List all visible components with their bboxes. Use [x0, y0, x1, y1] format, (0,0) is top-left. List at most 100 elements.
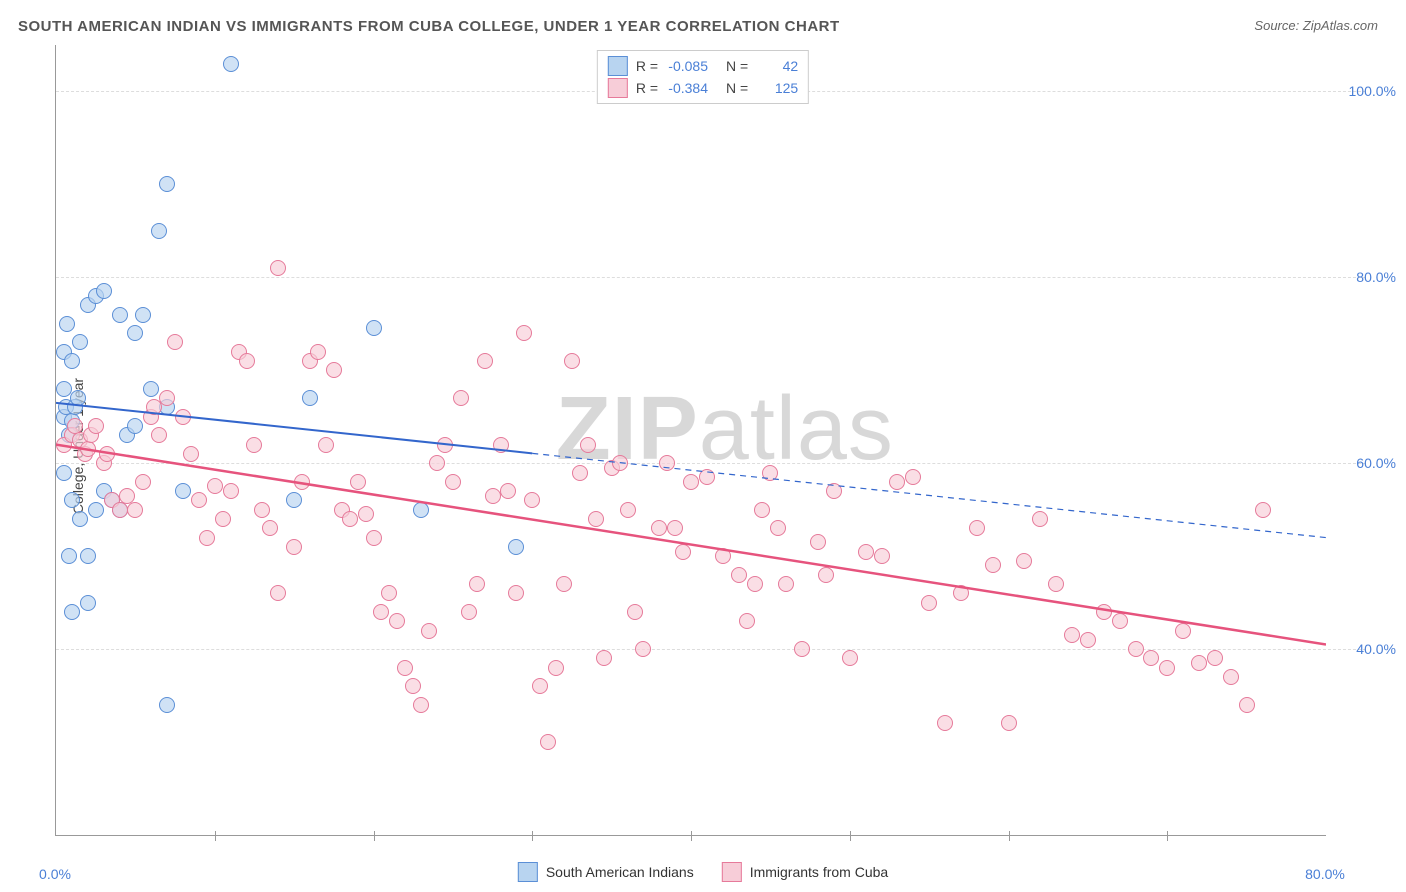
scatter-point [715, 548, 731, 564]
scatter-point [381, 585, 397, 601]
scatter-point [683, 474, 699, 490]
scatter-point [1207, 650, 1223, 666]
scatter-point [366, 320, 382, 336]
scatter-point [627, 604, 643, 620]
scatter-point [1096, 604, 1112, 620]
scatter-point [1112, 613, 1128, 629]
scatter-point [778, 576, 794, 592]
scatter-point [358, 506, 374, 522]
legend-label: South American Indians [546, 864, 694, 880]
legend-n-value: 42 [756, 58, 798, 74]
scatter-point [326, 362, 342, 378]
scatter-point [889, 474, 905, 490]
gridline-horizontal [56, 463, 1366, 464]
scatter-point [1128, 641, 1144, 657]
scatter-point [1191, 655, 1207, 671]
scatter-point [651, 520, 667, 536]
scatter-point [612, 455, 628, 471]
scatter-point [421, 623, 437, 639]
scatter-point [135, 474, 151, 490]
scatter-point [262, 520, 278, 536]
scatter-point [1001, 715, 1017, 731]
scatter-point [477, 353, 493, 369]
scatter-point [969, 520, 985, 536]
scatter-point [159, 390, 175, 406]
legend-label: Immigrants from Cuba [750, 864, 888, 880]
scatter-point [80, 595, 96, 611]
scatter-point [135, 307, 151, 323]
source-link[interactable]: ZipAtlas.com [1303, 18, 1378, 33]
x-tick-label: 80.0% [1305, 866, 1345, 882]
legend-n-label: N = [726, 58, 748, 74]
scatter-point [770, 520, 786, 536]
scatter-point [445, 474, 461, 490]
scatter-point [294, 474, 310, 490]
scatter-point [635, 641, 651, 657]
gridline-horizontal [56, 277, 1366, 278]
chart-title: SOUTH AMERICAN INDIAN VS IMMIGRANTS FROM… [18, 18, 840, 35]
plot-area: ZIPatlas [55, 45, 1326, 836]
scatter-point [1016, 553, 1032, 569]
scatter-point [500, 483, 516, 499]
scatter-point [246, 437, 262, 453]
scatter-point [937, 715, 953, 731]
scatter-point [739, 613, 755, 629]
scatter-point [199, 530, 215, 546]
scatter-point [1080, 632, 1096, 648]
scatter-point [731, 567, 747, 583]
scatter-point [564, 353, 580, 369]
scatter-point [826, 483, 842, 499]
scatter-point [80, 548, 96, 564]
scatter-point [1175, 623, 1191, 639]
scatter-point [223, 56, 239, 72]
scatter-point [596, 650, 612, 666]
legend-top-row: R =-0.085N =42 [608, 55, 798, 77]
scatter-point [175, 483, 191, 499]
scatter-point [754, 502, 770, 518]
scatter-point [159, 697, 175, 713]
scatter-point [70, 390, 86, 406]
scatter-point [461, 604, 477, 620]
scatter-point [532, 678, 548, 694]
scatter-point [239, 353, 255, 369]
scatter-point [88, 418, 104, 434]
scatter-point [397, 660, 413, 676]
scatter-point [842, 650, 858, 666]
y-tick-label: 100.0% [1349, 83, 1396, 99]
scatter-point [540, 734, 556, 750]
scatter-point [88, 502, 104, 518]
scatter-point [405, 678, 421, 694]
scatter-point [413, 697, 429, 713]
scatter-point [143, 381, 159, 397]
scatter-point [580, 437, 596, 453]
scatter-point [659, 455, 675, 471]
scatter-point [1143, 650, 1159, 666]
scatter-point [985, 557, 1001, 573]
scatter-point [183, 446, 199, 462]
scatter-point [127, 502, 143, 518]
scatter-point [747, 576, 763, 592]
legend-swatch [518, 862, 538, 882]
scatter-point [699, 469, 715, 485]
scatter-point [905, 469, 921, 485]
scatter-point [215, 511, 231, 527]
scatter-point [516, 325, 532, 341]
y-tick-label: 40.0% [1356, 641, 1396, 657]
scatter-point [342, 511, 358, 527]
legend-bottom-item[interactable]: South American Indians [518, 862, 694, 882]
legend-top-row: R =-0.384N =125 [608, 77, 798, 99]
scatter-point [588, 511, 604, 527]
scatter-point [112, 502, 128, 518]
scatter-point [810, 534, 826, 550]
scatter-point [72, 334, 88, 350]
scatter-point [389, 613, 405, 629]
scatter-point [175, 409, 191, 425]
scatter-point [1064, 627, 1080, 643]
legend-bottom-item[interactable]: Immigrants from Cuba [722, 862, 888, 882]
scatter-point [56, 381, 72, 397]
scatter-point [508, 585, 524, 601]
legend-swatch [608, 56, 628, 76]
gridline-horizontal [56, 649, 1366, 650]
scatter-point [302, 390, 318, 406]
scatter-point [61, 548, 77, 564]
